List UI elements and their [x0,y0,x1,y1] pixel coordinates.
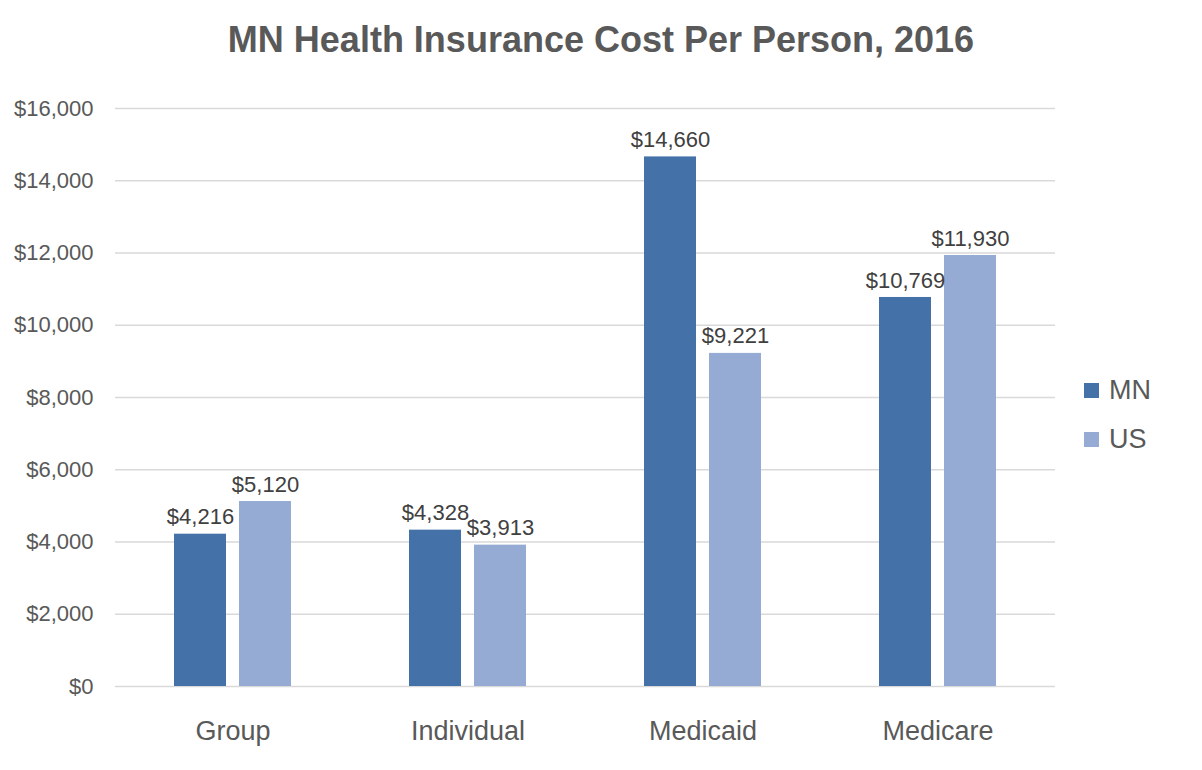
svg-text:$5,120: $5,120 [232,472,299,497]
svg-text:$3,913: $3,913 [467,515,534,540]
svg-text:$12,000: $12,000 [14,240,94,265]
svg-text:$14,000: $14,000 [14,168,94,193]
html-text:MN: MN [1109,375,1151,405]
svg-text:Medicaid: Medicaid [649,716,757,746]
svg-text:$14,660: $14,660 [631,127,711,152]
svg-text:$9,221: $9,221 [702,323,769,348]
svg-text:$16,000: $16,000 [14,96,94,121]
svg-text:$6,000: $6,000 [26,457,93,482]
svg-text:$0: $0 [69,674,93,699]
svg-text:$4,216: $4,216 [167,504,234,529]
svg-text:$4,000: $4,000 [26,529,93,554]
svg-text:$10,000: $10,000 [14,312,94,337]
svg-text:$10,769: $10,769 [866,268,946,293]
svg-text:Group: Group [195,716,270,746]
html-text:MN Health Insurance Cost Per P: MN Health Insurance Cost Per Person, 201… [227,19,975,60]
svg-text:$2,000: $2,000 [26,601,93,626]
svg-text:Medicare: Medicare [882,716,993,746]
svg-text:$4,328: $4,328 [402,500,469,525]
svg-text:$8,000: $8,000 [26,385,93,410]
svg-text:Individual: Individual [411,716,525,746]
svg-text:$11,930: $11,930 [932,226,1010,251]
html-text:US: US [1109,424,1147,454]
